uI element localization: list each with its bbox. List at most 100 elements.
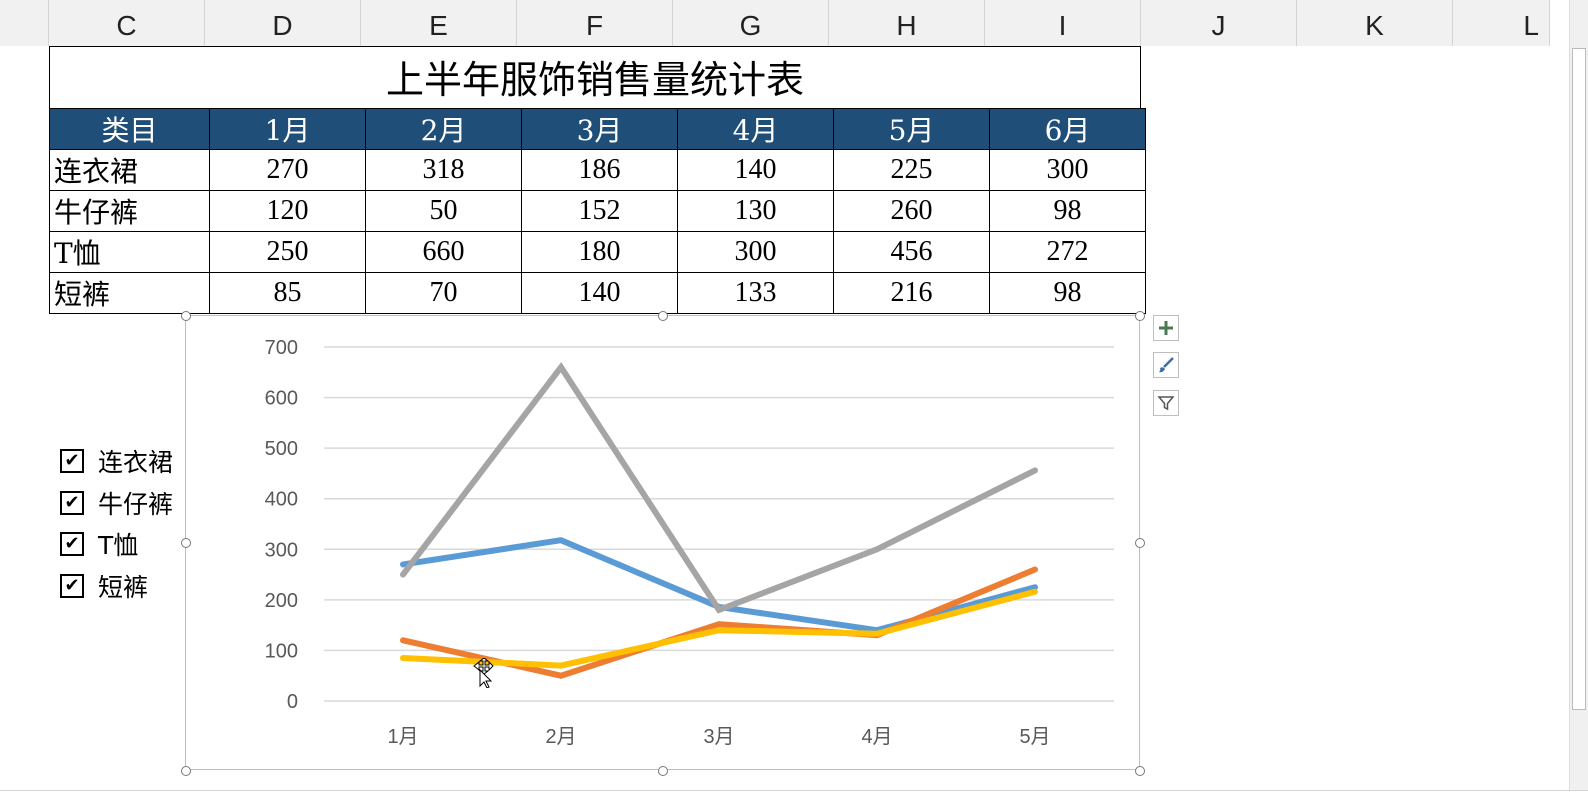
value-cell[interactable]: 456	[833, 231, 990, 273]
checkbox-item[interactable]: ✔ 连衣裙	[60, 446, 174, 477]
value-cell[interactable]: 225	[833, 149, 990, 191]
value-cell[interactable]: 140	[677, 149, 834, 191]
header-cell[interactable]: 2月	[365, 108, 522, 150]
brush-icon	[1159, 357, 1174, 373]
checkbox[interactable]: ✔	[60, 574, 84, 598]
column-header-g[interactable]: G	[673, 0, 829, 46]
header-cell[interactable]: 5月	[833, 108, 990, 150]
x-tick-label: 3月	[703, 726, 734, 748]
value-cell[interactable]: 50	[365, 190, 522, 232]
chart-filters-button[interactable]	[1153, 390, 1179, 416]
filter-icon	[1157, 396, 1175, 411]
value-cell[interactable]: 70	[365, 272, 522, 314]
column-header-bar: C D E F G H I J K L	[0, 0, 1550, 47]
column-header-k[interactable]: K	[1297, 0, 1453, 46]
header-cell[interactable]: 6月	[989, 108, 1146, 150]
header-cell[interactable]: 3月	[521, 108, 678, 150]
checkbox-item[interactable]: ✔ 短裤	[60, 571, 149, 602]
category-cell[interactable]: 牛仔裤	[49, 190, 210, 232]
value-cell[interactable]: 318	[365, 149, 522, 191]
column-header-j[interactable]: J	[1141, 0, 1297, 46]
value-cell[interactable]: 250	[209, 231, 366, 273]
x-tick-label: 4月	[861, 726, 892, 748]
chart-styles-button[interactable]	[1153, 352, 1179, 378]
value-cell[interactable]: 133	[677, 272, 834, 314]
y-tick-label: 600	[265, 388, 298, 410]
value-cell[interactable]: 98	[989, 272, 1146, 314]
resize-handle[interactable]	[181, 766, 191, 776]
value-cell[interactable]: 85	[209, 272, 366, 314]
value-cell[interactable]: 152	[521, 190, 678, 232]
column-header-i[interactable]: I	[985, 0, 1141, 46]
chart-plot: 0 100 200 300 400 500 600 700 1月 2月 3月 4月 5月	[265, 337, 1114, 748]
column-header-d[interactable]: D	[205, 0, 361, 46]
y-tick-label: 300	[265, 539, 298, 561]
y-tick-label: 500	[265, 438, 298, 460]
checkbox-label: 连衣裙	[98, 448, 174, 477]
value-cell[interactable]: 260	[833, 190, 990, 232]
table-header-row: 类目 1月 2月 3月 4月 5月 6月	[49, 108, 1146, 150]
checkbox[interactable]: ✔	[60, 532, 84, 556]
category-cell[interactable]: T恤	[49, 231, 210, 273]
resize-handle[interactable]	[181, 538, 191, 548]
value-cell[interactable]: 216	[833, 272, 990, 314]
column-header-l[interactable]: L	[1453, 0, 1550, 46]
table-title[interactable]: 上半年服饰销售量统计表	[49, 46, 1141, 108]
value-cell[interactable]: 272	[989, 231, 1146, 273]
scrollbar-thumb[interactable]	[1572, 48, 1586, 710]
value-cell[interactable]: 270	[209, 149, 366, 191]
column-header-c[interactable]: C	[49, 0, 205, 46]
value-cell[interactable]: 98	[989, 190, 1146, 232]
move-cursor-icon	[472, 657, 494, 692]
plus-icon	[1159, 321, 1173, 335]
value-cell[interactable]: 180	[521, 231, 678, 273]
checkbox-item[interactable]: ✔ T恤	[60, 529, 139, 560]
table-row: 牛仔裤 120 50 152 130 260 98	[49, 190, 1146, 232]
resize-handle[interactable]	[181, 311, 191, 321]
value-cell[interactable]: 300	[989, 149, 1146, 191]
y-tick-label: 200	[265, 590, 298, 612]
value-cell[interactable]: 130	[677, 190, 834, 232]
table-row: T恤 250 660 180 300 456 272	[49, 231, 1146, 273]
column-header-h[interactable]: H	[829, 0, 985, 46]
checkbox-label: 牛仔裤	[98, 490, 174, 519]
resize-handle[interactable]	[1135, 311, 1145, 321]
series-line-3[interactable]	[400, 362, 1038, 614]
sheet-bottom-edge	[0, 790, 1588, 803]
x-tick-label: 1月	[387, 726, 418, 748]
x-tick-label: 5月	[1019, 726, 1050, 748]
y-tick-label: 0	[287, 691, 298, 713]
table-row: 短裤 85 70 140 133 216 98	[49, 272, 1146, 314]
category-cell[interactable]: 短裤	[49, 272, 210, 314]
header-cell[interactable]: 4月	[677, 108, 834, 150]
header-cell[interactable]: 1月	[209, 108, 366, 150]
checkbox-label: T恤	[98, 531, 139, 560]
resize-handle[interactable]	[1135, 766, 1145, 776]
resize-handle[interactable]	[658, 311, 668, 321]
value-cell[interactable]: 186	[521, 149, 678, 191]
sales-table: 类目 1月 2月 3月 4月 5月 6月 连衣裙 270 318 186 140…	[49, 108, 1146, 314]
value-cell[interactable]: 120	[209, 190, 366, 232]
column-header-f[interactable]: F	[517, 0, 673, 46]
chart-elements-button[interactable]	[1153, 315, 1179, 341]
series-line-4[interactable]	[400, 588, 1038, 669]
value-cell[interactable]: 300	[677, 231, 834, 273]
value-cell[interactable]: 660	[365, 231, 522, 273]
resize-handle[interactable]	[658, 766, 668, 776]
vertical-scrollbar[interactable]	[1569, 0, 1588, 802]
resize-handle[interactable]	[1135, 538, 1145, 548]
checkbox-item[interactable]: ✔ 牛仔裤	[60, 488, 174, 519]
checkbox[interactable]: ✔	[60, 449, 84, 473]
column-header-corner[interactable]	[0, 0, 49, 46]
checkbox-label: 短裤	[98, 573, 149, 602]
value-cell[interactable]: 140	[521, 272, 678, 314]
checkbox[interactable]: ✔	[60, 491, 84, 515]
category-cell[interactable]: 连衣裙	[49, 149, 210, 191]
line-chart[interactable]: 0 100 200 300 400 500 600 700 1月 2月 3月 4月 5月	[185, 315, 1140, 770]
header-cell[interactable]: 类目	[49, 108, 210, 150]
column-header-e[interactable]: E	[361, 0, 517, 46]
y-tick-label: 700	[265, 337, 298, 359]
table-row: 连衣裙 270 318 186 140 225 300	[49, 149, 1146, 191]
y-tick-label: 100	[265, 640, 298, 662]
x-tick-label: 2月	[545, 726, 576, 748]
